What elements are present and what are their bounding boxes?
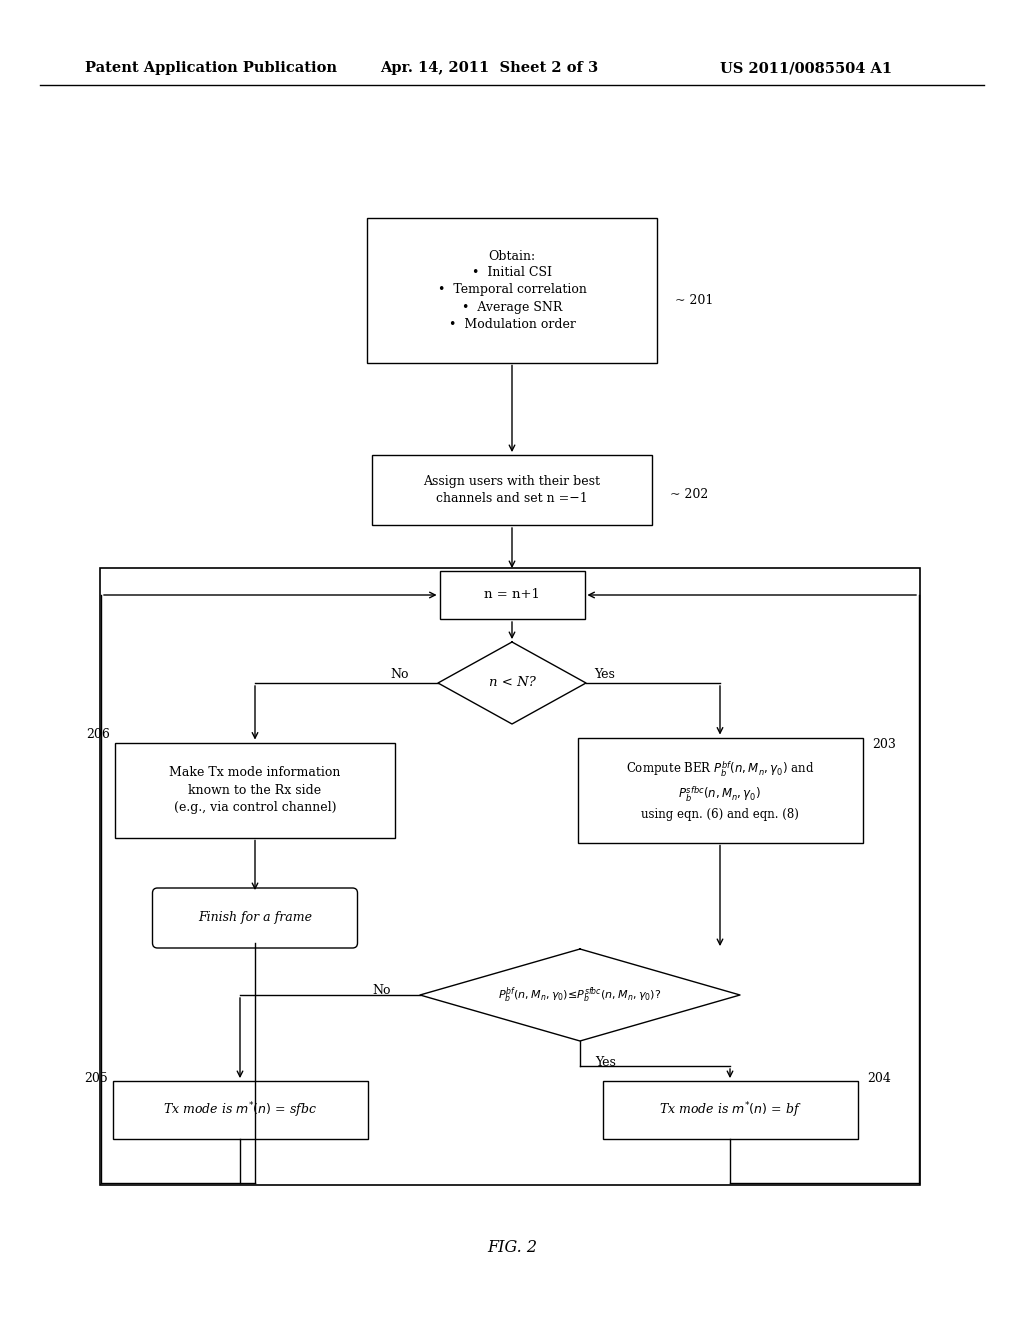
Text: ~ 202: ~ 202 [670,488,709,502]
Text: n = n+1: n = n+1 [484,589,540,602]
Text: US 2011/0085504 A1: US 2011/0085504 A1 [720,61,892,75]
Text: ~ 201: ~ 201 [675,293,714,306]
Bar [115,742,395,837]
Bar [578,738,862,842]
Polygon shape [438,642,586,723]
Text: No: No [372,985,390,998]
Text: Make Tx mode information
known to the Rx side
(e.g., via control channel): Make Tx mode information known to the Rx… [169,767,341,813]
Text: Apr. 14, 2011  Sheet 2 of 3: Apr. 14, 2011 Sheet 2 of 3 [380,61,598,75]
Bar [372,455,652,525]
Text: 205: 205 [84,1072,108,1085]
Bar [113,1081,368,1139]
Polygon shape [420,949,740,1041]
Text: 204: 204 [867,1072,891,1085]
Text: Tx mode is $m^{*}(n)$ = sfbc: Tx mode is $m^{*}(n)$ = sfbc [163,1100,317,1119]
Text: 203: 203 [872,738,896,751]
Text: No: No [390,668,409,681]
Text: Yes: Yes [595,1056,615,1069]
Bar [367,218,657,363]
Bar [439,572,585,619]
Text: FIG. 2: FIG. 2 [487,1239,537,1257]
Bar [100,568,920,1185]
Text: n < N?: n < N? [488,676,536,689]
FancyBboxPatch shape [153,888,357,948]
Text: Finish for a frame: Finish for a frame [198,912,312,924]
Bar [602,1081,857,1139]
Text: Patent Application Publication: Patent Application Publication [85,61,337,75]
Text: $P_b^{bf}(n,M_n,γ_0) ≤ P_b^{sfbc}(n,M_n,γ_0)?$: $P_b^{bf}(n,M_n,γ_0) ≤ P_b^{sfbc}(n,M_n,… [499,985,662,1005]
Text: Tx mode is $m^{*}(n)$ = bf: Tx mode is $m^{*}(n)$ = bf [658,1100,801,1119]
Text: Assign users with their best
channels and set n =−1: Assign users with their best channels an… [424,475,600,506]
Text: 206: 206 [86,729,110,742]
Text: Obtain:
•  Initial CSI
•  Temporal correlation
•  Average SNR
•  Modulation orde: Obtain: • Initial CSI • Temporal correla… [437,249,587,330]
Text: Compute BER $P_b^{bf}(n,M_n,γ_0)$ and
$P_b^{sfbc}(n,M_n,γ_0)$
using eqn. (6) and: Compute BER $P_b^{bf}(n,M_n,γ_0)$ and $P… [626,759,814,821]
Text: Yes: Yes [594,668,614,681]
